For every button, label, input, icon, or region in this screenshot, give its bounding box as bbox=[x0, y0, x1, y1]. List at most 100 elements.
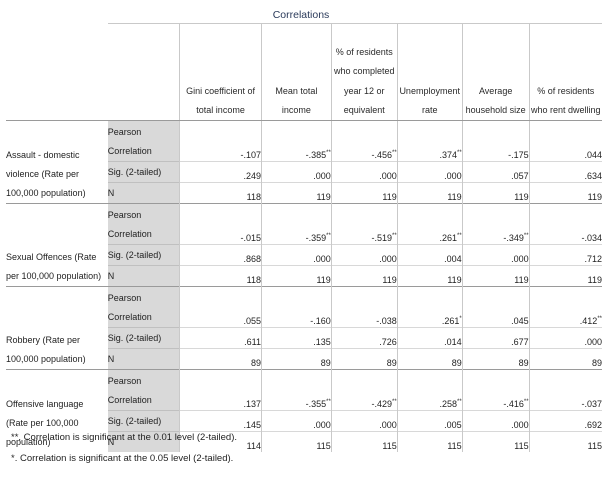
pearson-value: -.355 bbox=[305, 399, 327, 409]
n-cell: 89 bbox=[396, 348, 463, 370]
pearson-value: -.160 bbox=[310, 316, 331, 326]
pearson-value: .261 bbox=[441, 316, 460, 326]
sig-cell: .000 bbox=[330, 161, 398, 183]
n-cell: 115 bbox=[396, 431, 463, 452]
group-label: Robbery (Rate per 100,000 population) bbox=[6, 286, 108, 370]
sig-cell: .000 bbox=[260, 161, 332, 183]
pearson-value: -.107 bbox=[240, 150, 261, 160]
n-cell: 119 bbox=[330, 265, 398, 287]
pearson-cell: -.034 bbox=[528, 203, 602, 245]
sig-cell: .000 bbox=[330, 410, 398, 432]
pearson-value: .137 bbox=[243, 399, 261, 409]
table-row: Offensive language (Rate per 100,000 pop… bbox=[6, 369, 602, 452]
significance-marker: ** bbox=[523, 233, 529, 239]
group-label: Assault - domestic violence (Rate per 10… bbox=[6, 120, 108, 204]
column-header: Unemployment rate bbox=[396, 23, 463, 121]
column-header: Average household size bbox=[461, 23, 530, 121]
pearson-value: -.015 bbox=[240, 233, 261, 243]
n-cell: 119 bbox=[461, 182, 530, 204]
stat-label-sig: Sig. (2-tailed) bbox=[107, 161, 180, 183]
n-cell: 119 bbox=[330, 182, 398, 204]
pearson-value: -.349 bbox=[503, 233, 524, 243]
sig-cell: .000 bbox=[528, 327, 602, 349]
sig-cell: .611 bbox=[179, 327, 262, 349]
stat-label-n: N bbox=[107, 182, 180, 204]
pearson-value: .055 bbox=[243, 316, 261, 326]
pearson-cell: -.416** bbox=[461, 369, 530, 411]
n-cell: 118 bbox=[179, 182, 262, 204]
pearson-cell: -.385** bbox=[260, 120, 332, 162]
pearson-cell: -.175 bbox=[461, 120, 530, 162]
table-row: Sig. (2-tailed) .249.000.000.000.057.634 bbox=[6, 161, 602, 183]
sig-cell: .000 bbox=[260, 410, 332, 432]
group-label: Sexual Offences (Rate per 100,000 popula… bbox=[6, 203, 108, 287]
stat-label-pearson: Pearson Correlation bbox=[107, 369, 180, 411]
stat-label-n: N bbox=[107, 431, 180, 452]
pearson-value: -.519 bbox=[371, 233, 393, 243]
pearson-value: -.385 bbox=[305, 150, 327, 160]
n-cell: 119 bbox=[260, 265, 332, 287]
significance-marker: ** bbox=[326, 150, 331, 156]
pearson-value: .258 bbox=[439, 399, 458, 409]
n-cell: 119 bbox=[396, 265, 463, 287]
n-cell: 89 bbox=[461, 348, 530, 370]
pearson-cell: .137 bbox=[179, 369, 262, 411]
pearson-value: .412 bbox=[579, 316, 598, 326]
pearson-cell: -.519** bbox=[330, 203, 398, 245]
pearson-value: -.175 bbox=[508, 150, 529, 160]
n-cell: 115 bbox=[260, 431, 332, 452]
sig-cell: .000 bbox=[461, 410, 530, 432]
table-row: N 114 115 115 115 115 115 bbox=[6, 431, 602, 452]
sig-cell: .868 bbox=[179, 244, 262, 266]
n-cell: 115 bbox=[528, 431, 602, 452]
table-row: Assault - domestic violence (Rate per 10… bbox=[6, 120, 602, 204]
pearson-cell: .374** bbox=[396, 120, 463, 162]
sig-cell: .634 bbox=[528, 161, 602, 183]
sig-cell: .712 bbox=[528, 244, 602, 266]
pearson-cell: .044 bbox=[528, 120, 602, 162]
stat-label-sig: Sig. (2-tailed) bbox=[107, 410, 180, 432]
sig-cell: .000 bbox=[260, 244, 332, 266]
pearson-value: -.456 bbox=[371, 150, 393, 160]
footnote-005: *. Correlation is significant at the 0.0… bbox=[11, 453, 234, 464]
pearson-cell: -.107 bbox=[179, 120, 262, 162]
n-cell: 119 bbox=[260, 182, 332, 204]
stat-label-pearson: Pearson Correlation bbox=[107, 203, 180, 245]
significance-marker: ** bbox=[392, 233, 397, 239]
pearson-value: .045 bbox=[511, 316, 529, 326]
pearson-cell: -.349** bbox=[461, 203, 530, 245]
significance-marker: * bbox=[459, 316, 462, 322]
pearson-cell: -.429** bbox=[330, 369, 398, 411]
stat-label-n: N bbox=[107, 265, 180, 287]
n-cell: 89 bbox=[528, 348, 602, 370]
column-header: Gini coefficient of total income bbox=[179, 23, 262, 121]
significance-marker: ** bbox=[457, 150, 462, 156]
significance-marker: ** bbox=[523, 399, 529, 405]
table-row: N 118 119 119 119 119 119 bbox=[6, 265, 602, 287]
header-row: Gini coefficient of total income Mean to… bbox=[6, 23, 602, 121]
sig-cell: .692 bbox=[528, 410, 602, 432]
pearson-cell: .261* bbox=[396, 286, 463, 328]
n-cell: 119 bbox=[528, 182, 602, 204]
n-cell: 119 bbox=[396, 182, 463, 204]
pearson-cell: .045 bbox=[461, 286, 530, 328]
stat-label-sig: Sig. (2-tailed) bbox=[107, 327, 180, 349]
pearson-cell: -.037 bbox=[528, 369, 602, 411]
column-header: % of residents who completed year 12 or … bbox=[330, 23, 398, 121]
pearson-value: -.034 bbox=[581, 233, 602, 243]
sig-cell: .145 bbox=[179, 410, 262, 432]
sig-cell: .677 bbox=[461, 327, 530, 349]
footnote-001: **. Correlation is significant at the 0.… bbox=[11, 432, 238, 443]
significance-marker: ** bbox=[457, 399, 462, 405]
n-cell: 89 bbox=[260, 348, 332, 370]
pearson-value: -.359 bbox=[305, 233, 327, 243]
pearson-value: .044 bbox=[584, 150, 602, 160]
pearson-cell: -.038 bbox=[330, 286, 398, 328]
table-row: Sig. (2-tailed) .868.000.000.004.000.712 bbox=[6, 244, 602, 266]
pearson-cell: .412** bbox=[528, 286, 602, 328]
group-label: Offensive language (Rate per 100,000 pop… bbox=[6, 369, 108, 452]
pearson-cell: -.355** bbox=[260, 369, 332, 411]
sig-cell: .014 bbox=[396, 327, 463, 349]
pearson-value: -.037 bbox=[581, 399, 602, 409]
significance-marker: ** bbox=[597, 316, 602, 322]
